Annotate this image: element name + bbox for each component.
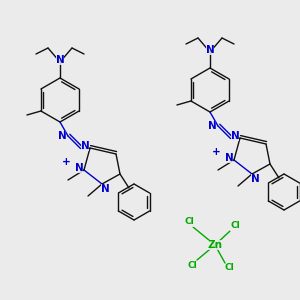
Text: +: + (61, 157, 70, 167)
Text: N: N (58, 131, 66, 141)
Text: N: N (208, 121, 216, 131)
Text: Zn: Zn (208, 240, 223, 250)
Text: N: N (56, 55, 64, 65)
Text: Cl: Cl (187, 260, 197, 269)
Text: N: N (75, 163, 83, 173)
Text: N: N (250, 174, 260, 184)
Text: N: N (81, 141, 89, 151)
Text: N: N (100, 184, 109, 194)
Text: N: N (231, 131, 239, 141)
Text: Cl: Cl (224, 263, 234, 272)
Text: +: + (212, 147, 220, 157)
Text: N: N (225, 153, 233, 163)
Text: Cl: Cl (230, 221, 240, 230)
Text: N: N (206, 45, 214, 55)
Text: Cl: Cl (184, 218, 194, 226)
